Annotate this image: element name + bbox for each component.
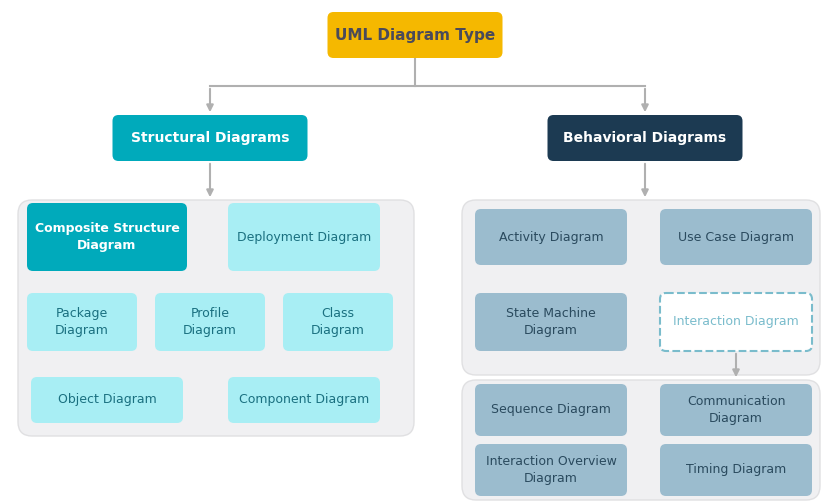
FancyBboxPatch shape bbox=[547, 115, 742, 161]
FancyBboxPatch shape bbox=[31, 377, 183, 423]
Text: Structural Diagrams: Structural Diagrams bbox=[131, 131, 290, 145]
FancyBboxPatch shape bbox=[155, 293, 265, 351]
Text: Sequence Diagram: Sequence Diagram bbox=[491, 403, 611, 416]
Text: Timing Diagram: Timing Diagram bbox=[686, 463, 786, 476]
FancyBboxPatch shape bbox=[228, 203, 380, 271]
Text: Behavioral Diagrams: Behavioral Diagrams bbox=[563, 131, 726, 145]
Text: Use Case Diagram: Use Case Diagram bbox=[678, 230, 794, 243]
FancyBboxPatch shape bbox=[112, 115, 308, 161]
FancyBboxPatch shape bbox=[660, 209, 812, 265]
Text: Interaction Overview
Diagram: Interaction Overview Diagram bbox=[486, 455, 617, 485]
FancyBboxPatch shape bbox=[462, 380, 820, 500]
Text: Object Diagram: Object Diagram bbox=[57, 393, 156, 406]
FancyBboxPatch shape bbox=[660, 384, 812, 436]
FancyBboxPatch shape bbox=[283, 293, 393, 351]
FancyBboxPatch shape bbox=[475, 384, 627, 436]
Text: Profile
Diagram: Profile Diagram bbox=[183, 307, 237, 337]
FancyBboxPatch shape bbox=[475, 209, 627, 265]
FancyBboxPatch shape bbox=[660, 444, 812, 496]
FancyBboxPatch shape bbox=[475, 293, 627, 351]
Text: State Machine
Diagram: State Machine Diagram bbox=[506, 307, 596, 337]
Text: UML Diagram Type: UML Diagram Type bbox=[334, 28, 495, 43]
Text: Communication
Diagram: Communication Diagram bbox=[686, 395, 785, 425]
FancyBboxPatch shape bbox=[660, 293, 812, 351]
Text: Package
Diagram: Package Diagram bbox=[55, 307, 109, 337]
FancyBboxPatch shape bbox=[228, 377, 380, 423]
FancyBboxPatch shape bbox=[328, 12, 503, 58]
FancyBboxPatch shape bbox=[462, 200, 820, 375]
Text: Interaction Diagram: Interaction Diagram bbox=[673, 316, 799, 329]
Text: Activity Diagram: Activity Diagram bbox=[498, 230, 603, 243]
Text: Class
Diagram: Class Diagram bbox=[311, 307, 365, 337]
Text: Deployment Diagram: Deployment Diagram bbox=[237, 230, 371, 243]
FancyBboxPatch shape bbox=[27, 293, 137, 351]
FancyBboxPatch shape bbox=[27, 203, 187, 271]
Text: Composite Structure
Diagram: Composite Structure Diagram bbox=[35, 222, 180, 252]
FancyBboxPatch shape bbox=[18, 200, 414, 436]
FancyBboxPatch shape bbox=[475, 444, 627, 496]
Text: Component Diagram: Component Diagram bbox=[239, 393, 369, 406]
